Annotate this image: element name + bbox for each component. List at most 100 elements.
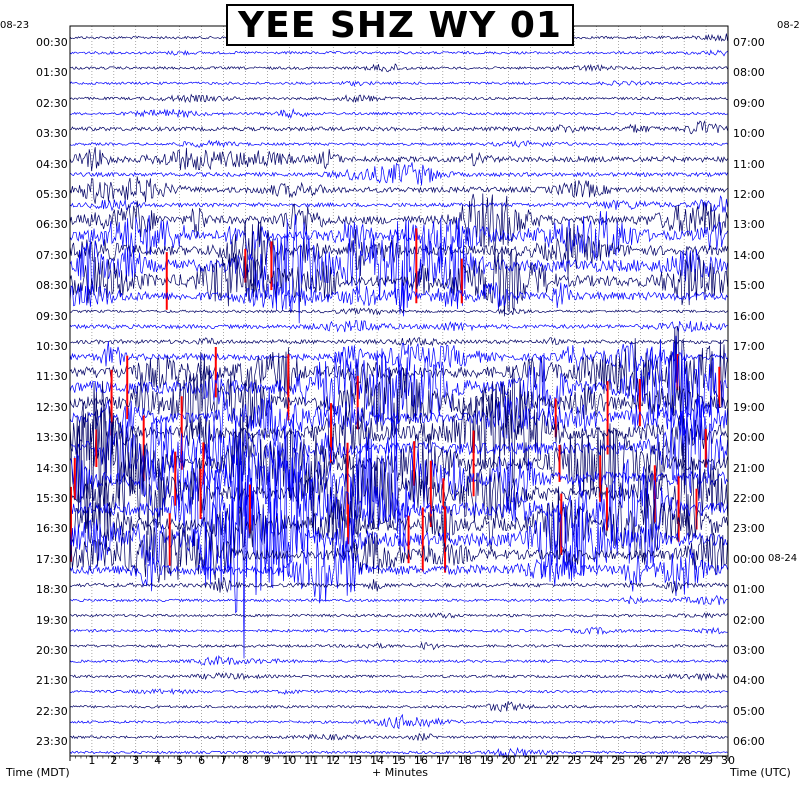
trace-line	[69, 214, 728, 324]
trace-line	[69, 654, 728, 666]
trace-line	[69, 93, 728, 104]
left-hour-label: 07:30	[36, 248, 68, 262]
trace-line	[69, 536, 728, 604]
trace-line	[69, 380, 728, 539]
left-hour-label: 14:30	[36, 461, 68, 475]
trace-line	[69, 525, 728, 583]
x-axis-ticks	[69, 756, 729, 761]
x-tick-label: 15	[392, 754, 406, 767]
left-hour-label: 03:30	[36, 127, 68, 141]
trace-line	[69, 279, 728, 317]
x-tick-label: 25	[611, 754, 626, 767]
x-tick-label: 20	[501, 754, 516, 767]
x-tick-label: 23	[567, 754, 582, 767]
x-tick-label: 28	[677, 754, 692, 767]
trace-line	[69, 486, 728, 565]
left-hour-label: 04:30	[36, 157, 68, 171]
x-tick-label: 29	[699, 754, 714, 767]
trace-line	[69, 80, 728, 87]
right-hour-label: 17:00	[733, 340, 765, 353]
x-tick-label: 13	[348, 754, 363, 767]
trace-line	[69, 193, 728, 252]
right-hour-label: 08:00	[733, 66, 765, 80]
trace-line	[69, 438, 728, 659]
trace-line	[69, 387, 728, 443]
left-hour-label: 18:30	[36, 583, 68, 597]
x-tick-label: 21	[523, 754, 538, 767]
trace-line	[69, 641, 728, 651]
right-hour-label: 02:00	[733, 613, 765, 627]
x-tick-label: 30	[721, 754, 735, 767]
right-hour-label: 22:00	[733, 492, 765, 505]
trace-line	[69, 147, 728, 172]
trace-line	[69, 210, 728, 268]
left-hour-label: 22:30	[36, 704, 68, 718]
trace-line	[69, 63, 728, 73]
left-hour-label: 09:30	[36, 309, 68, 323]
left-hour-label: 15:30	[36, 492, 68, 505]
trace-line	[69, 49, 728, 57]
trace-line	[69, 320, 728, 333]
trace-line	[69, 438, 728, 540]
x-tick-label: 24	[589, 754, 604, 767]
x-tick-label: 16	[413, 754, 428, 767]
trace-line	[69, 107, 728, 119]
right-hour-label: 13:00	[733, 218, 765, 232]
left-hour-label: 02:30	[36, 96, 68, 110]
x-tick-label: 26	[633, 754, 648, 767]
trace-line	[69, 336, 728, 347]
trace-line	[69, 687, 728, 696]
x-tick-label: 27	[655, 754, 670, 767]
right-hour-label: 12:00	[733, 188, 765, 201]
trace-line	[69, 162, 728, 186]
trace-line	[69, 176, 728, 204]
x-tick-label: 5	[176, 754, 184, 767]
trace-line	[69, 594, 728, 606]
x-tick-label: 18	[457, 754, 472, 767]
left-hour-label: 21:30	[36, 674, 68, 688]
trace-line	[69, 195, 728, 213]
right-hour-label: 21:00	[733, 461, 765, 475]
left-hour-label: 16:30	[36, 522, 68, 536]
right-hour-label: 11:00	[733, 157, 765, 171]
right-hour-label: 14:00	[733, 248, 765, 262]
next-date-label: 08-24	[768, 552, 798, 564]
right-hour-label: 16:00	[733, 309, 765, 323]
x-tick-label: 10	[282, 754, 297, 767]
right-hour-label: 09:00	[733, 96, 765, 110]
x-axis-label: + Minutes	[372, 766, 429, 779]
left-axis-label: Time (MDT)	[6, 766, 70, 779]
right-hour-label: 15:00	[733, 279, 765, 293]
chart-title: YEE SHZ WY 01	[226, 4, 574, 46]
right-hour-label: 20:00	[733, 431, 765, 445]
trace-line	[69, 713, 728, 730]
x-tick-label: 6	[198, 754, 206, 767]
right-hour-label: 10:00	[733, 127, 765, 141]
seismic-traces	[69, 33, 728, 759]
x-tick-label: 4	[154, 754, 162, 767]
right-hour-label: 00:00	[733, 552, 765, 566]
trace-line	[69, 335, 728, 436]
right-hour-label: 06:00	[733, 735, 765, 749]
trace-line	[69, 139, 728, 149]
x-tick-label: 14	[370, 754, 385, 767]
trace-line	[69, 341, 728, 373]
right-hour-label: 23:00	[733, 522, 765, 536]
x-tick-label: 3	[132, 754, 140, 767]
right-axis-label: Time (UTC)	[730, 766, 791, 779]
x-tick-label: 8	[241, 754, 249, 767]
left-hour-label: 17:30	[36, 552, 68, 566]
right-hour-label: 03:00	[733, 644, 765, 657]
left-hour-label: 19:30	[36, 613, 68, 627]
right-hour-label: 01:00	[733, 583, 765, 597]
right-hour-label: 18:00	[733, 370, 765, 384]
x-tick-label: 9	[263, 754, 271, 767]
left-hour-label: 05:30	[36, 188, 68, 201]
trace-line	[69, 746, 728, 759]
left-date-label: 08-23	[0, 20, 30, 31]
left-hour-label: 12:30	[36, 400, 68, 414]
right-hour-label: 05:00	[733, 704, 765, 718]
x-tick-label: 17	[435, 754, 450, 767]
trace-line	[69, 120, 728, 135]
